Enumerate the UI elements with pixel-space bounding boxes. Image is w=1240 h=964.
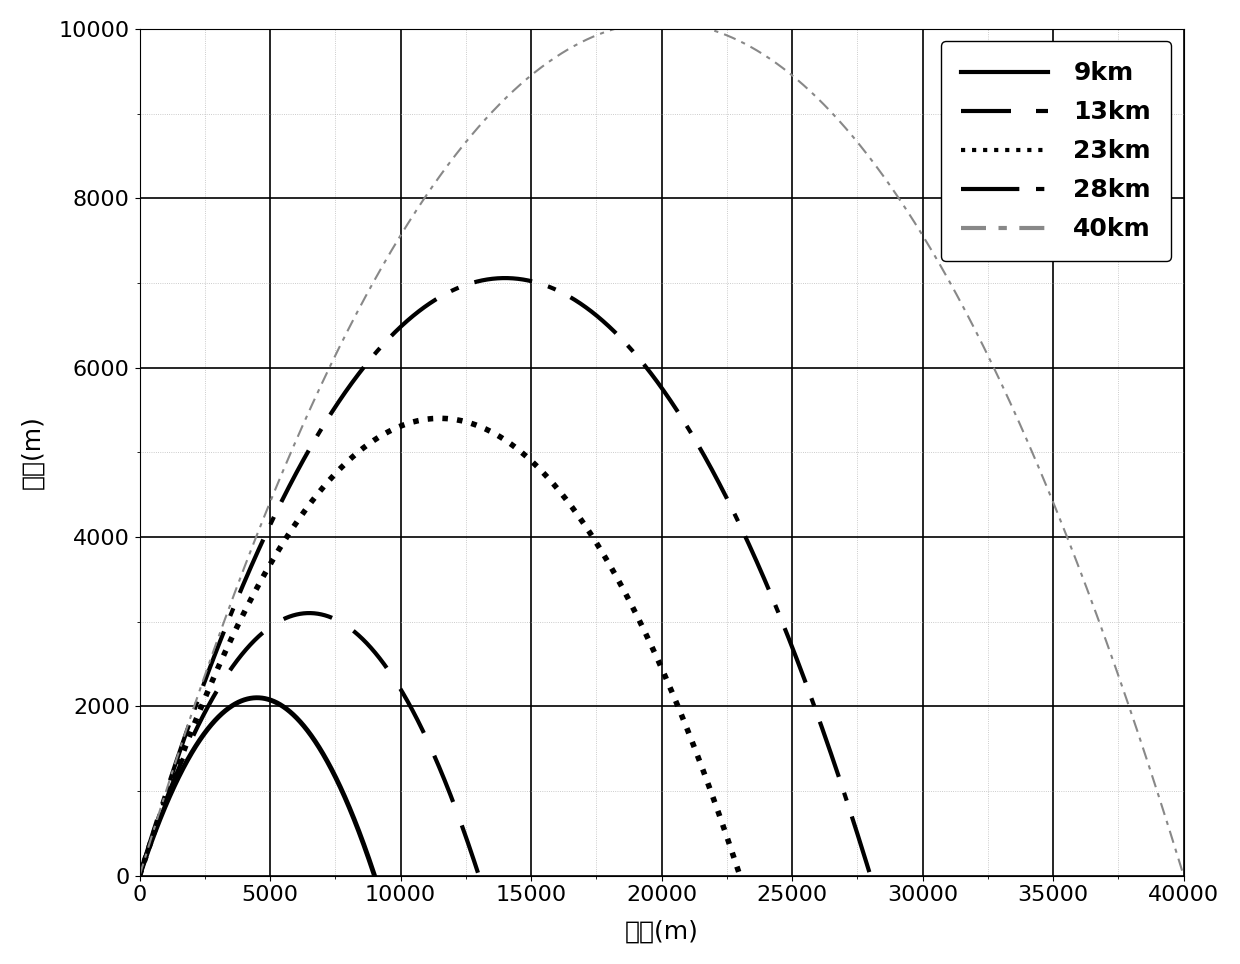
9km <box>367 870 382 881</box>
13km <box>399 694 414 706</box>
Line: 28km: 28km <box>140 278 870 875</box>
23km <box>133 870 148 881</box>
40km <box>640 16 655 28</box>
23km <box>408 415 423 427</box>
13km <box>133 870 148 881</box>
40km <box>133 870 148 881</box>
28km <box>469 276 484 287</box>
13km <box>301 607 316 619</box>
23km <box>733 870 748 881</box>
9km <box>241 693 255 705</box>
Y-axis label: 高度(m): 高度(m) <box>21 415 45 489</box>
13km <box>461 841 476 852</box>
40km <box>1146 773 1161 785</box>
X-axis label: 距离(m): 距离(m) <box>625 919 698 943</box>
13km <box>150 819 165 831</box>
28km <box>487 273 502 284</box>
9km <box>144 836 159 847</box>
40km <box>655 16 670 28</box>
9km <box>247 692 262 704</box>
40km <box>1147 775 1162 787</box>
13km <box>461 841 476 852</box>
Line: 9km: 9km <box>140 698 374 875</box>
23km <box>432 413 446 424</box>
28km <box>497 272 512 283</box>
13km <box>288 609 303 621</box>
Line: 40km: 40km <box>140 22 1184 875</box>
40km <box>1177 870 1192 881</box>
23km <box>605 564 620 576</box>
40km <box>955 299 970 310</box>
40km <box>613 22 627 34</box>
9km <box>249 692 264 704</box>
23km <box>162 781 177 792</box>
40km <box>186 705 201 716</box>
9km <box>133 870 148 881</box>
28km <box>170 754 185 765</box>
23km <box>424 413 439 424</box>
28km <box>863 870 878 881</box>
Line: 23km: 23km <box>140 418 740 875</box>
28km <box>842 802 857 814</box>
28km <box>708 470 723 482</box>
9km <box>361 850 376 862</box>
9km <box>317 751 332 763</box>
Line: 13km: 13km <box>140 613 479 875</box>
13km <box>298 607 312 619</box>
28km <box>133 870 148 881</box>
9km <box>361 849 376 861</box>
28km <box>842 804 857 816</box>
Legend: 9km, 13km, 23km, 28km, 40km: 9km, 13km, 23km, 28km, 40km <box>941 41 1171 261</box>
13km <box>471 870 486 881</box>
23km <box>715 819 730 831</box>
23km <box>715 818 730 830</box>
